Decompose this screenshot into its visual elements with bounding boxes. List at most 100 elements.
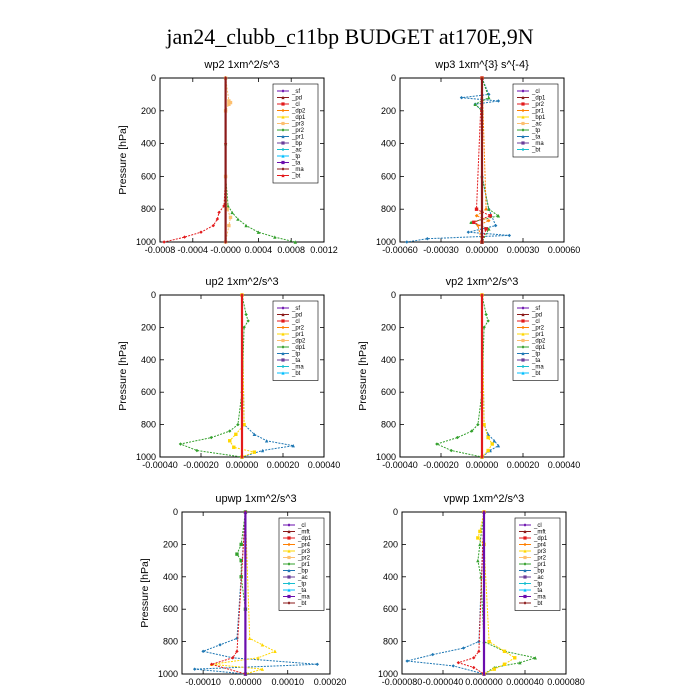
legend-label: _tp: [297, 582, 307, 588]
data-point: [230, 210, 234, 215]
panel-title: wp3 1xm^{3} s^{-4}: [434, 59, 529, 71]
y-tick-label: 800: [383, 637, 398, 647]
legend-label: _dp1: [531, 96, 546, 102]
x-tick-label: 0.00000: [466, 245, 499, 255]
data-point: [476, 223, 480, 228]
data-point: [474, 207, 479, 211]
legend-marker: [281, 332, 285, 336]
legend-marker: [521, 147, 525, 152]
series-tp: [405, 76, 512, 244]
y-tick-label: 0: [391, 73, 396, 83]
data-point: [244, 223, 248, 228]
legend-entry: _ac: [277, 148, 302, 154]
y-tick-label: 0: [151, 290, 156, 300]
legend-label: _ma: [297, 595, 310, 601]
legend-marker: [521, 325, 525, 330]
x-tick-label: -0.000040: [423, 677, 464, 687]
legend-marker: [281, 108, 285, 113]
data-point: [273, 649, 277, 654]
x-tick-label: 0.00020: [314, 677, 347, 687]
y-tick-label: 1000: [136, 452, 156, 462]
x-tick-label: -0.00010: [185, 677, 221, 687]
legend-label: _ta: [531, 135, 541, 141]
legend-marker: [281, 358, 285, 362]
plot-frame: [159, 77, 325, 243]
data-point: [496, 443, 501, 448]
x-tick-label: 0.00000: [466, 460, 499, 470]
series-line: [194, 511, 318, 675]
legend-label: _ma: [533, 595, 546, 601]
legend-entry: _pr2: [277, 128, 305, 134]
legend-label: _bt: [531, 148, 541, 154]
legend-marker: [521, 364, 525, 369]
plot-frame: [181, 511, 331, 675]
legend-entry: _bp: [283, 569, 309, 575]
series-bt: [223, 76, 228, 244]
data-point: [260, 643, 265, 647]
data-point: [228, 429, 232, 433]
data-point: [496, 214, 501, 218]
legend-label: _sf: [531, 306, 540, 312]
legend-label: _pd: [531, 313, 542, 319]
data-point: [211, 223, 215, 228]
legend-marker: [281, 95, 285, 100]
legend-entry: _ma: [519, 595, 546, 601]
legend-label: _dp1: [297, 536, 312, 542]
legend-label: _pr2: [531, 326, 545, 332]
x-tick-label: 0.0012: [310, 245, 338, 255]
legend-label: _cl: [297, 523, 306, 529]
legend-label: _ac: [531, 122, 542, 128]
legend-entry: _sf: [277, 89, 300, 95]
series-dp1: [435, 293, 490, 459]
data-point: [425, 237, 430, 241]
legend-marker: [287, 601, 291, 605]
x-tick-label: 0.00020: [507, 460, 540, 470]
legend-marker: [281, 319, 285, 323]
data-point: [240, 293, 244, 297]
legend-label: _pr1: [291, 332, 305, 338]
data-point: [472, 220, 476, 225]
data-point: [469, 220, 473, 225]
legend-label: _dp1: [531, 345, 546, 351]
series-bt: [482, 510, 486, 676]
data-point: [236, 422, 240, 427]
x-tick-label: -0.00020: [423, 460, 459, 470]
legend-entry: _pr4: [519, 543, 547, 549]
data-point: [252, 450, 256, 454]
data-point: [293, 240, 297, 244]
legend-marker: [281, 141, 285, 145]
data-point: [482, 672, 486, 676]
legend-marker: [521, 108, 525, 113]
y-tick-label: 400: [381, 139, 396, 149]
legend-entry: _tp: [283, 582, 307, 588]
data-point: [260, 448, 265, 453]
data-point: [507, 233, 512, 238]
y-tick-label: 400: [141, 139, 156, 149]
legend-marker: [287, 542, 291, 547]
series-line: [406, 511, 485, 675]
data-point: [487, 207, 491, 211]
data-point: [291, 443, 295, 448]
legend-entry: _pr3: [283, 549, 311, 555]
legend-entry: _pr2: [517, 102, 545, 108]
y-tick-label: 800: [381, 420, 396, 430]
legend-marker: [523, 523, 527, 527]
legend-entry: _bt: [519, 601, 543, 607]
legend-entry: _ta: [277, 358, 301, 364]
panel-title: wp2 1xm^2/s^3: [203, 59, 279, 71]
data-point: [182, 235, 187, 239]
data-point: [488, 214, 492, 218]
legend-label: _ta: [533, 588, 543, 594]
data-point: [228, 439, 232, 443]
legend-label: _bt: [297, 601, 307, 607]
data-point: [487, 95, 491, 100]
data-point: [455, 435, 460, 440]
legend-entry: _ma: [277, 167, 304, 173]
x-tick-label: -0.00040: [382, 460, 418, 470]
y-axis-label: Pressure [hPa]: [357, 341, 369, 411]
legend-entry: _pr2: [517, 326, 545, 332]
data-point: [256, 656, 260, 660]
data-point: [256, 230, 261, 234]
series-bt: [240, 293, 244, 459]
legend-marker: [523, 568, 527, 573]
